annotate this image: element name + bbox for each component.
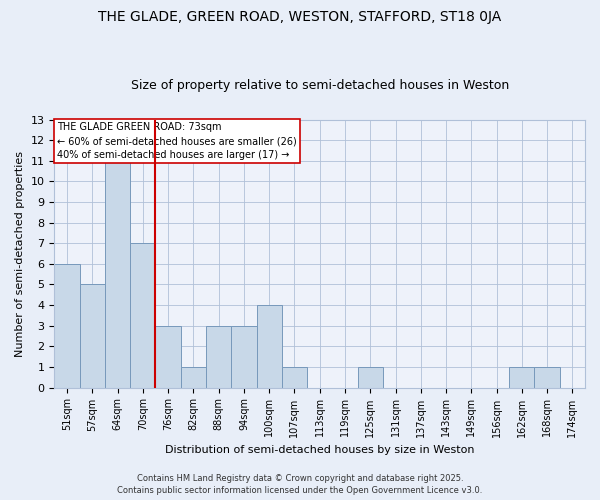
Bar — [155, 326, 181, 388]
Bar — [231, 326, 257, 388]
Bar — [509, 367, 535, 388]
Text: THE GLADE, GREEN ROAD, WESTON, STAFFORD, ST18 0JA: THE GLADE, GREEN ROAD, WESTON, STAFFORD,… — [98, 10, 502, 24]
Y-axis label: Number of semi-detached properties: Number of semi-detached properties — [15, 150, 25, 356]
Bar — [535, 367, 560, 388]
Text: Contains HM Land Registry data © Crown copyright and database right 2025.
Contai: Contains HM Land Registry data © Crown c… — [118, 474, 482, 495]
Bar — [358, 367, 383, 388]
Bar — [55, 264, 80, 388]
Bar — [282, 367, 307, 388]
Bar — [257, 305, 282, 388]
Bar — [181, 367, 206, 388]
Bar — [105, 161, 130, 388]
Bar — [206, 326, 231, 388]
X-axis label: Distribution of semi-detached houses by size in Weston: Distribution of semi-detached houses by … — [165, 445, 475, 455]
Text: THE GLADE GREEN ROAD: 73sqm
← 60% of semi-detached houses are smaller (26)
40% o: THE GLADE GREEN ROAD: 73sqm ← 60% of sem… — [57, 122, 297, 160]
Bar — [130, 244, 155, 388]
Title: Size of property relative to semi-detached houses in Weston: Size of property relative to semi-detach… — [131, 79, 509, 92]
Bar — [80, 284, 105, 388]
